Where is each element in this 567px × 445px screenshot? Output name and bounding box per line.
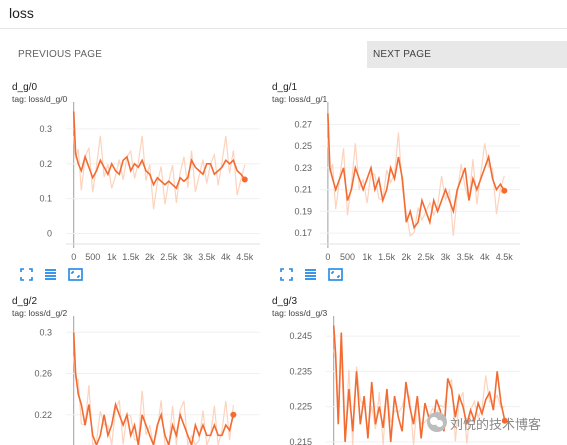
x-tick-label: 1k bbox=[362, 252, 372, 262]
chart-card-tag: tag: loss/d_g/2 bbox=[12, 308, 68, 318]
x-tick-label: 2.5k bbox=[160, 252, 178, 262]
smoothed-series-line bbox=[332, 325, 506, 442]
y-tick-label: 0.25 bbox=[294, 141, 312, 151]
y-tick-label: 0.26 bbox=[34, 369, 52, 379]
header: loss bbox=[0, 0, 567, 29]
fullscreen-icon[interactable] bbox=[20, 268, 33, 281]
y-tick-label: 0.27 bbox=[294, 119, 312, 129]
y-tick-label: 0.2 bbox=[39, 159, 52, 169]
y-tick-label: 0.225 bbox=[289, 402, 312, 412]
fit-domain-icon[interactable] bbox=[328, 268, 343, 281]
x-tick-label: 2k bbox=[145, 252, 155, 262]
chart-card-tag: tag: loss/d_g/1 bbox=[272, 94, 328, 104]
last-point-marker bbox=[501, 417, 508, 424]
chart-card-name: d_g/0 bbox=[12, 82, 38, 93]
data-table-icon[interactable] bbox=[304, 268, 317, 281]
chart-card-tag: tag: loss/d_g/0 bbox=[12, 94, 68, 104]
chart-svg: 0.22 0.26 0.3 bbox=[34, 316, 260, 445]
watermark: 刘悦的技术博客 bbox=[426, 407, 566, 437]
chart-card: d_g/3 tag: loss/d_g/3 0.215 0.225 0.235 0.2… bbox=[272, 296, 522, 445]
x-tick-label: 4.5k bbox=[236, 252, 254, 262]
chart-card: d_g/0 tag: loss/d_g/0 0 0.1 0.2 0.3 0 500 1k 1.… bbox=[12, 82, 262, 282]
y-tick-label: 0.3 bbox=[39, 124, 52, 134]
x-tick-label: 4.5k bbox=[496, 252, 514, 262]
watermark-text: 刘悦的技术博客 bbox=[450, 417, 542, 432]
chart-svg: 0 0.1 0.2 0.3 0 500 1k 1.5k 2k 2.5k 3k 3.5k 4k 4.5k bbox=[39, 102, 260, 262]
last-point-marker bbox=[501, 187, 508, 194]
fullscreen-icon[interactable] bbox=[280, 268, 293, 281]
x-tick-label: 3.5k bbox=[198, 252, 216, 262]
x-tick-label: 500 bbox=[340, 252, 355, 262]
x-tick-label: 2k bbox=[402, 252, 412, 262]
x-tick-label: 1k bbox=[107, 252, 117, 262]
raw-series-line bbox=[73, 135, 246, 210]
x-tick-label: 2.5k bbox=[417, 252, 435, 262]
next-page-button[interactable]: NEXT PAGE bbox=[367, 41, 567, 68]
x-tick-label: 4k bbox=[480, 252, 490, 262]
data-table-icon[interactable] bbox=[44, 268, 57, 281]
x-tick-label: 0 bbox=[325, 252, 330, 262]
chart-card: d_g/1 tag: loss/d_g/1 0.17 0.19 0.21 0.23 0.… bbox=[272, 82, 522, 282]
chart-card-name: d_g/3 bbox=[272, 296, 298, 307]
smoothed-series-line bbox=[327, 113, 506, 230]
wechat-icon bbox=[427, 412, 447, 432]
x-tick-label: 3.5k bbox=[457, 252, 475, 262]
y-tick-label: 0.19 bbox=[294, 206, 312, 216]
x-tick-label: 1.5k bbox=[378, 252, 396, 262]
y-tick-label: 0.21 bbox=[294, 185, 312, 195]
y-tick-label: 0.235 bbox=[289, 366, 312, 376]
y-tick-label: 0.245 bbox=[289, 331, 312, 341]
raw-series-line bbox=[327, 132, 505, 237]
last-point-marker bbox=[241, 176, 248, 183]
x-tick-label: 3k bbox=[441, 252, 451, 262]
y-tick-label: 0.3 bbox=[39, 327, 52, 337]
chart-card: d_g/2 tag: loss/d_g/2 0.22 0.26 0.3 bbox=[12, 296, 262, 445]
y-tick-label: 0 bbox=[47, 229, 52, 239]
chart-card-tag: tag: loss/d_g/3 bbox=[272, 308, 328, 318]
x-tick-label: 500 bbox=[85, 252, 100, 262]
x-tick-label: 0 bbox=[71, 252, 76, 262]
chart-svg: 0.17 0.19 0.21 0.23 0.25 0.27 0 500 1k 1.5k 2k 2.5k… bbox=[294, 102, 520, 262]
y-tick-label: 0.215 bbox=[289, 437, 312, 445]
page-title: loss bbox=[9, 5, 34, 21]
y-tick-label: 0.22 bbox=[34, 410, 52, 420]
chart-svg: 0.215 0.225 0.235 0.245 bbox=[289, 316, 520, 445]
y-tick-label: 0.1 bbox=[39, 194, 52, 204]
last-point-marker bbox=[230, 411, 237, 418]
x-tick-label: 1.5k bbox=[122, 252, 140, 262]
x-tick-label: 3k bbox=[183, 252, 193, 262]
x-tick-label: 4k bbox=[221, 252, 231, 262]
smoothed-series-line bbox=[72, 111, 246, 190]
y-tick-label: 0.23 bbox=[294, 163, 312, 173]
raw-series-line bbox=[73, 356, 234, 445]
smoothed-series-line bbox=[72, 332, 235, 445]
previous-page-button[interactable]: PREVIOUS PAGE bbox=[18, 49, 103, 60]
y-tick-label: 0.17 bbox=[294, 228, 312, 238]
chart-card-name: d_g/2 bbox=[12, 296, 38, 307]
fit-domain-icon[interactable] bbox=[68, 268, 83, 281]
chart-card-name: d_g/1 bbox=[272, 82, 298, 93]
